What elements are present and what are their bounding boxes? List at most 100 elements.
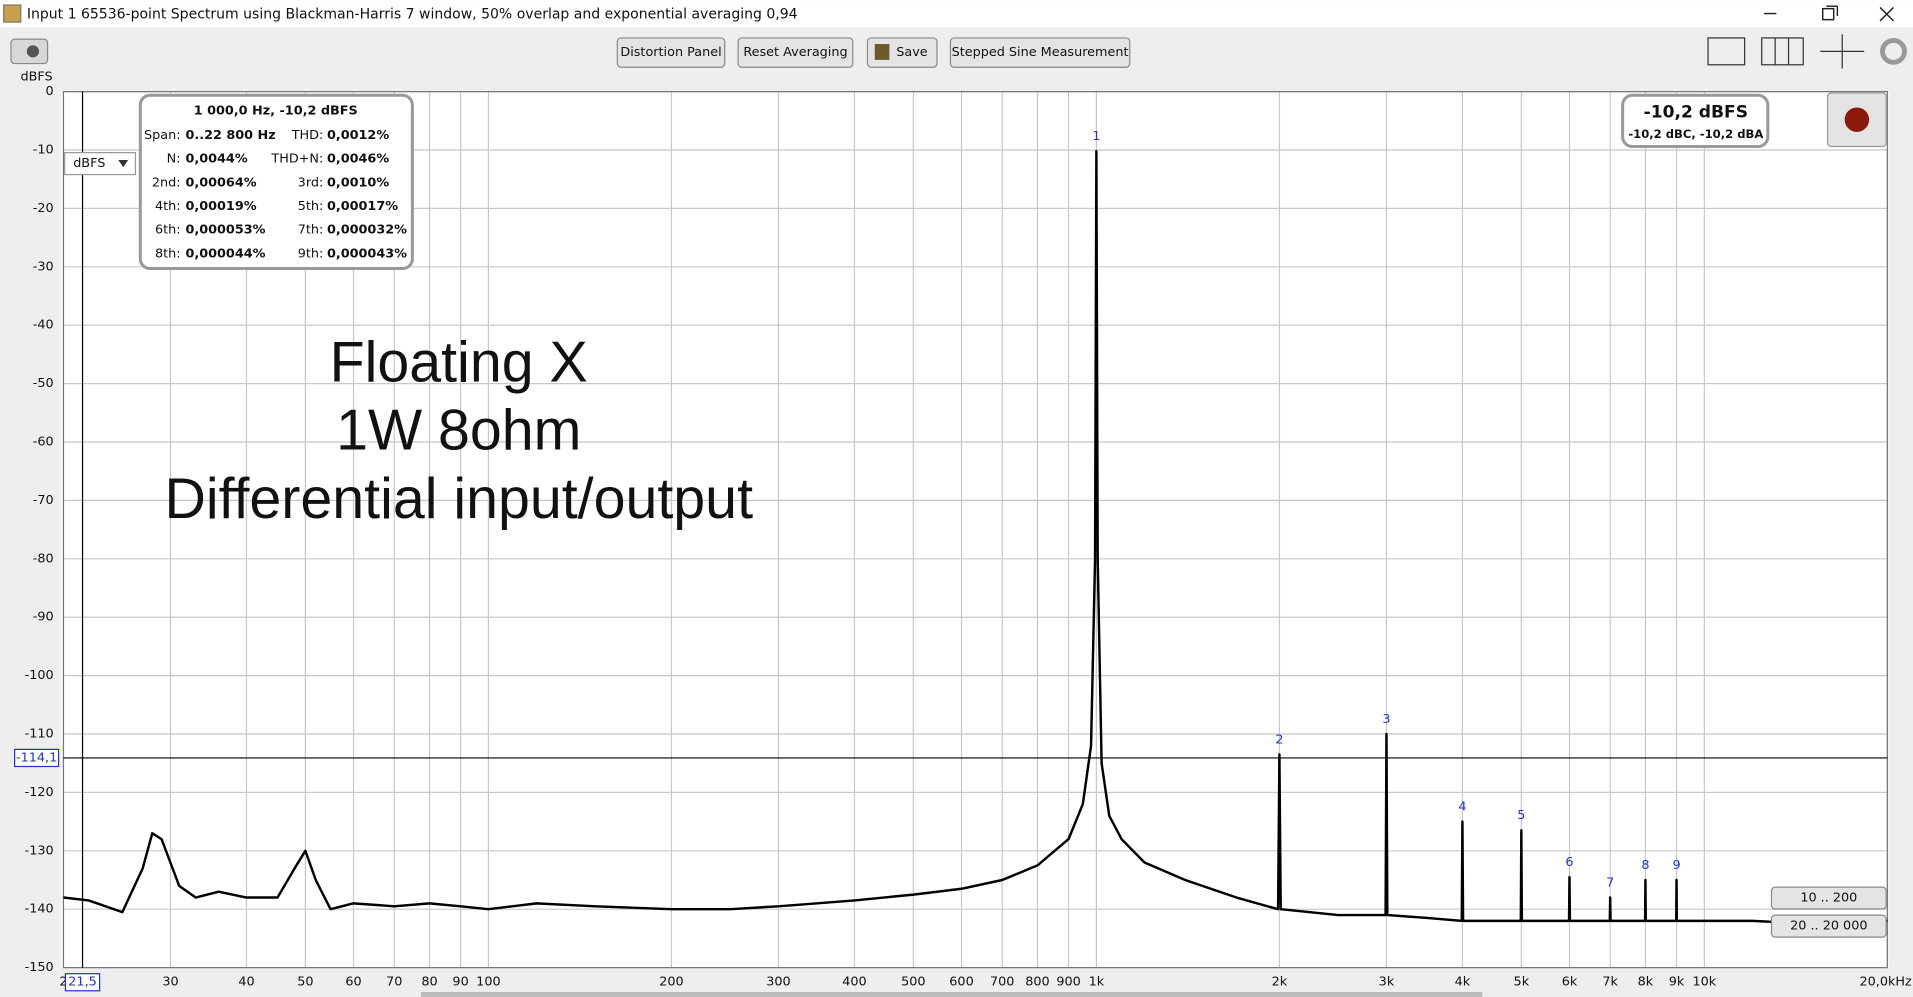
x-tick-label: 7k xyxy=(1602,975,1618,990)
panel-value: 0,0010% xyxy=(327,175,389,190)
harmonic-label: 5 xyxy=(1517,808,1525,823)
level-box xyxy=(1621,93,1770,149)
title-bar xyxy=(0,0,1913,27)
view-icons[interactable] xyxy=(1707,34,1907,69)
y-tick-label: -40 xyxy=(33,318,54,333)
panel-value: 0,000032% xyxy=(327,223,407,238)
panel-label: 4th: xyxy=(155,199,181,214)
panel-label: N: xyxy=(167,152,181,167)
x-tick-label: 9k xyxy=(1669,975,1685,990)
x-tick-label: 30 xyxy=(162,975,178,990)
toolbar-button[interactable] xyxy=(949,37,1131,68)
x-tick-label: 4k xyxy=(1455,975,1471,990)
x-tick-label: 90 xyxy=(452,975,468,990)
x-tick-label: 3k xyxy=(1379,975,1395,990)
cursor-x-box xyxy=(64,973,101,992)
y-tick-label: -30 xyxy=(33,259,54,274)
x-tick-label: 500 xyxy=(901,975,925,990)
y-tick-label: -120 xyxy=(25,785,54,800)
toolbar-button-label: Save xyxy=(896,45,928,60)
y-tick-label: -70 xyxy=(33,493,54,508)
toolbar: Distortion Panel Reset Averaging Save Stepp… xyxy=(616,37,1131,68)
panel-label: 8th: xyxy=(155,246,181,261)
x-tick-label: 40 xyxy=(238,975,254,990)
toolbar-button[interactable] xyxy=(737,37,854,68)
panel-value: 0,00017% xyxy=(327,199,398,214)
y-axis-label: dBFS xyxy=(21,69,53,84)
x-tick-label: 6k xyxy=(1562,975,1578,990)
y-tick-label: -10 xyxy=(33,143,54,158)
panel-label: THD+N: xyxy=(270,152,323,167)
unit-select-label: dBFS xyxy=(73,156,105,171)
level-main: -10,2 dBFS xyxy=(1644,102,1748,122)
panel-value: 0,000043% xyxy=(327,246,407,261)
harmonic-label: 8 xyxy=(1641,858,1649,873)
harmonic-label: 7 xyxy=(1606,875,1614,890)
range-button[interactable] xyxy=(1770,914,1887,938)
harmonic-label: 1 xyxy=(1092,129,1100,144)
panel-value: 0,0012% xyxy=(327,128,389,143)
plot-frame xyxy=(62,91,1888,969)
panel-label: 3rd: xyxy=(298,175,324,190)
x-tick-label: 900 xyxy=(1056,975,1080,990)
annotation: Floating X xyxy=(330,330,588,394)
cursor-x-label: 21,5 xyxy=(68,975,97,990)
panel-value: 0,0044% xyxy=(185,152,247,167)
panel-label: 2nd: xyxy=(152,175,181,190)
record-dot xyxy=(1844,107,1870,132)
cursor-y-label: -114,1 xyxy=(16,750,57,765)
y-tick-label: -20 xyxy=(33,201,54,216)
x-tick-label: 700 xyxy=(990,975,1014,990)
x-tick-label: 20,0kHz xyxy=(1860,975,1913,990)
harmonic-label: 9 xyxy=(1672,858,1680,873)
panel-label: 7th: xyxy=(298,223,324,238)
y-tick-label: -60 xyxy=(33,435,54,450)
toolbar-button[interactable] xyxy=(616,37,726,68)
harmonic-label: 2 xyxy=(1275,732,1283,747)
save-icon xyxy=(874,44,890,60)
harmonic-label: 3 xyxy=(1382,712,1390,727)
x-tick-label: 5k xyxy=(1514,975,1530,990)
annotation: 1W 8ohm xyxy=(336,399,581,463)
x-tick-label: 600 xyxy=(949,975,973,990)
x-tick-label: 400 xyxy=(842,975,866,990)
panel-header: 1 000,0 Hz, -10,2 dBFS xyxy=(194,104,358,119)
panel-value: 0..22 800 Hz xyxy=(185,128,275,143)
distortion-panel xyxy=(138,93,414,271)
panel-label: THD: xyxy=(291,128,324,143)
x-tick-label: 300 xyxy=(766,975,790,990)
y-tick-label: -90 xyxy=(33,610,54,625)
app-icon xyxy=(3,4,22,23)
scrollbar[interactable] xyxy=(420,992,1483,997)
range-button[interactable] xyxy=(1770,886,1887,910)
dropdown-arrow xyxy=(118,159,129,168)
annotation: Differential input/output xyxy=(164,467,753,531)
x-tick-label: 2k xyxy=(1272,975,1288,990)
y-tick-label: -80 xyxy=(33,551,54,566)
panel-label: 5th: xyxy=(298,199,324,214)
panel-label: 9th: xyxy=(298,246,324,261)
panel-value: 0,0046% xyxy=(327,152,389,167)
x-tick-label: 60 xyxy=(345,975,361,990)
harmonic-label: 6 xyxy=(1565,855,1573,870)
toolbar-button-label: Reset Averaging xyxy=(743,45,847,60)
x-tick-label: 80 xyxy=(421,975,437,990)
toolbar-button-label: Distortion Panel xyxy=(620,45,721,60)
x-tick-label: 1k xyxy=(1089,975,1105,990)
panel-label: Span: xyxy=(144,128,181,143)
panel-label: 6th: xyxy=(155,223,181,238)
y-tick-label: -100 xyxy=(25,668,54,683)
y-tick-label: -110 xyxy=(25,727,54,742)
harmonic-label: 4 xyxy=(1458,799,1466,814)
x-tick-label: 800 xyxy=(1025,975,1049,990)
y-tick-label: 0 xyxy=(46,84,54,99)
spectrum-line xyxy=(63,149,1888,926)
y-tick-label: -130 xyxy=(25,843,54,858)
x-tick-label: 10k xyxy=(1693,975,1717,990)
x-tick-label: 70 xyxy=(386,975,402,990)
y-tick-label: -150 xyxy=(25,960,54,975)
window-controls[interactable] xyxy=(1764,5,1894,22)
unit-select[interactable] xyxy=(64,152,137,176)
panel-value: 0,000044% xyxy=(185,246,265,261)
